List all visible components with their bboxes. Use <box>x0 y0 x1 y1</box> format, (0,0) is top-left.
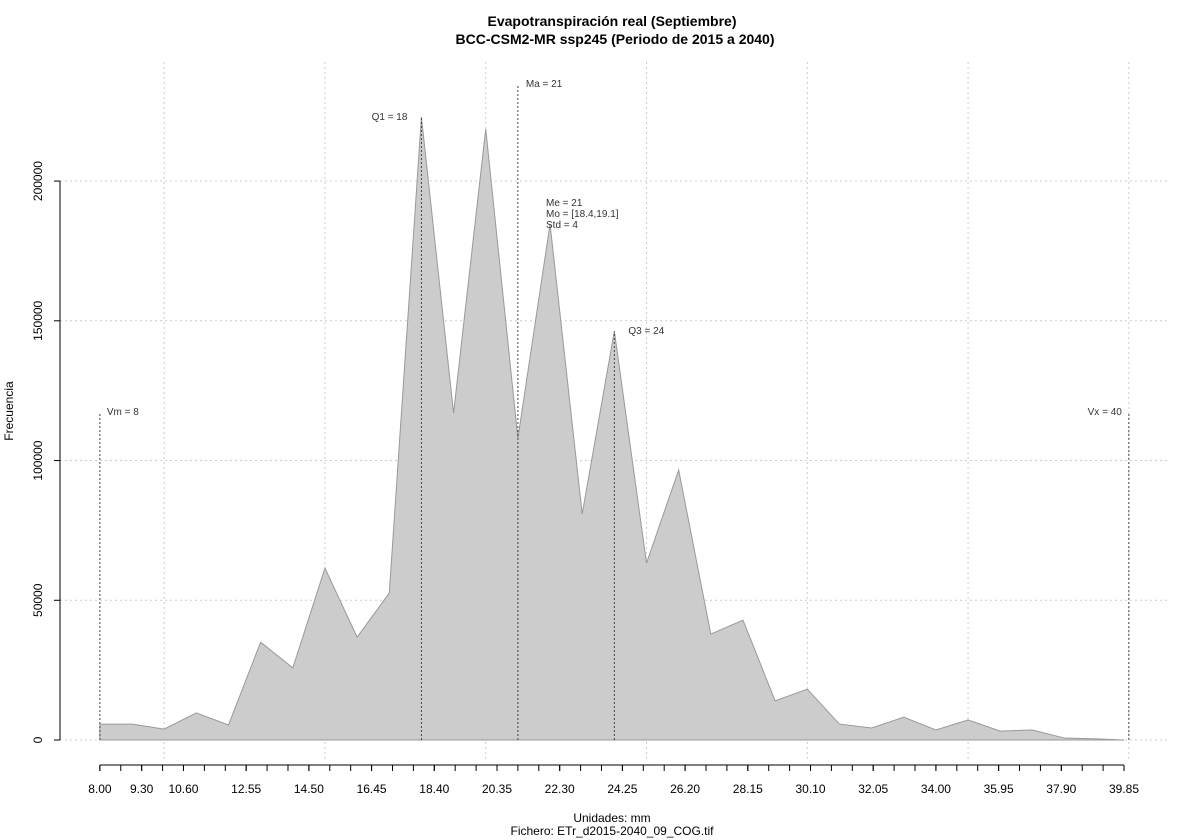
y-tick-label: 100000 <box>31 440 45 480</box>
x-tick-label: 35.95 <box>984 782 1014 796</box>
reference-label: Q3 = 24 <box>628 326 664 337</box>
x-tick-label: 16.45 <box>357 782 387 796</box>
x-tick-label: 28.15 <box>733 782 763 796</box>
reference-label: Q1 = 18 <box>372 112 408 123</box>
x-tick-label: 22.30 <box>545 782 575 796</box>
x-tick-label: 26.20 <box>670 782 700 796</box>
stat-label: Mo = [18.4,19.1] <box>546 209 619 220</box>
x-tick-label: 32.05 <box>858 782 888 796</box>
stat-label: Std = 4 <box>546 220 578 231</box>
x-tick-label: 12.55 <box>231 782 261 796</box>
x-tick-label: 18.40 <box>419 782 449 796</box>
x-tick-label: 30.10 <box>795 782 825 796</box>
y-tick-label: 0 <box>31 736 45 743</box>
chart-subtitle: BCC-CSM2-MR ssp245 (Periodo de 2015 a 20… <box>456 31 775 47</box>
x-axis-label: Unidades: mm <box>573 811 650 825</box>
stat-label: Me = 21 <box>546 198 583 209</box>
x-tick-label: 10.60 <box>168 782 198 796</box>
x-tick-label: 8.00 <box>88 782 112 796</box>
reference-label: Ma = 21 <box>526 79 563 90</box>
y-axis-label: Frecuencia <box>2 381 16 441</box>
caption: Fichero: ETr_d2015-2040_09_COG.tif <box>511 824 715 838</box>
area <box>99 117 1125 741</box>
reference-label: Vm = 8 <box>107 407 139 418</box>
y-tick-label: 200000 <box>31 161 45 201</box>
x-tick-label: 37.90 <box>1046 782 1076 796</box>
x-tick-label: 20.35 <box>482 782 512 796</box>
x-tick-label: 24.25 <box>607 782 637 796</box>
x-tick-label: 14.50 <box>294 782 324 796</box>
y-tick-label: 150000 <box>31 300 45 340</box>
x-tick-label: 9.30 <box>130 782 154 796</box>
y-tick-label: 50000 <box>31 583 45 617</box>
reference-label: Vx = 40 <box>1088 407 1123 418</box>
chart-title: Evapotranspiración real (Septiembre) <box>488 13 737 29</box>
x-tick-label: 34.00 <box>921 782 951 796</box>
x-tick-label: 39.85 <box>1109 782 1139 796</box>
